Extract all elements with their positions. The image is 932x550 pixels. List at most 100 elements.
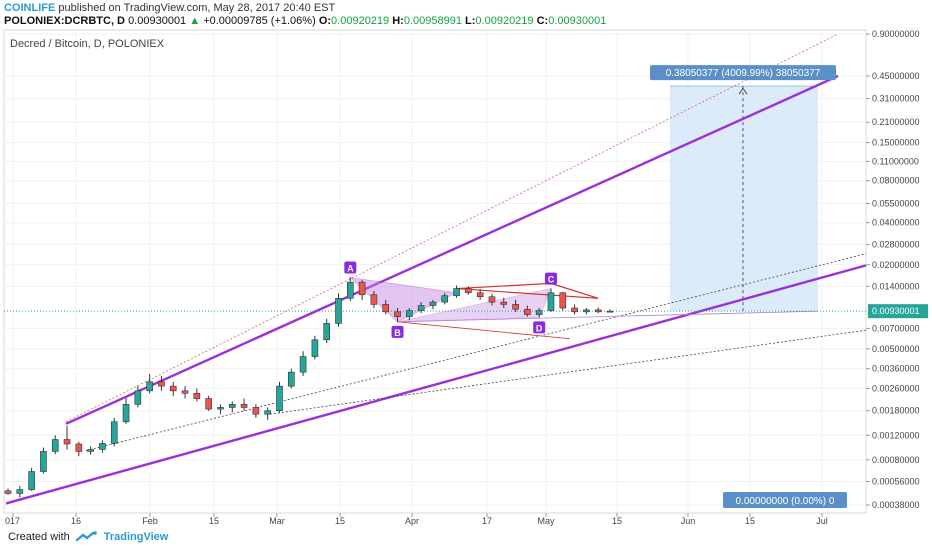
red-pattern-outline bbox=[456, 282, 599, 299]
candle-body bbox=[134, 390, 142, 405]
candle bbox=[193, 388, 201, 402]
pattern-triangle-bcd bbox=[397, 288, 552, 323]
candle-body bbox=[110, 421, 118, 444]
candle-body bbox=[358, 281, 366, 296]
y-tick-label: 0.00056000 bbox=[872, 476, 920, 486]
candle bbox=[347, 277, 354, 301]
candle bbox=[406, 307, 413, 321]
x-tick-label: Apr bbox=[405, 516, 419, 526]
pattern-extension-line bbox=[397, 310, 819, 323]
target-arrow-icon bbox=[738, 87, 748, 95]
pattern-point-label: D bbox=[536, 323, 543, 333]
candle-body bbox=[75, 443, 83, 452]
candle bbox=[99, 440, 106, 453]
x-tick-label: 15 bbox=[335, 516, 345, 526]
candle bbox=[228, 401, 236, 413]
pattern-point-badge bbox=[544, 272, 557, 285]
change-value: +0.00009785 (+1.06%) bbox=[203, 15, 316, 27]
candle bbox=[583, 307, 590, 315]
candle bbox=[40, 447, 47, 474]
candle-body bbox=[488, 296, 496, 303]
stop-label-text: 0.00000000 (0.00%) 0 bbox=[736, 496, 835, 507]
stop-label: 0.00000000 (0.00%) 0 bbox=[723, 492, 847, 508]
y-tick-label: 0.21000000 bbox=[872, 117, 920, 127]
stop-label-bg bbox=[723, 492, 847, 508]
candle-body bbox=[205, 398, 212, 410]
candle-body bbox=[169, 385, 177, 392]
open-value: 0.00920219 bbox=[331, 15, 390, 27]
upper-trendline bbox=[65, 74, 839, 425]
y-tick-label: 0.31000000 bbox=[872, 94, 920, 104]
candle-body bbox=[217, 407, 224, 410]
candle bbox=[335, 293, 342, 327]
y-tick-label: 0.90000000 bbox=[872, 29, 920, 39]
candle bbox=[547, 288, 555, 312]
candle bbox=[169, 381, 177, 396]
author-link[interactable]: COINLIFE bbox=[4, 2, 56, 14]
y-tick-label: 0.00700000 bbox=[872, 323, 920, 333]
close-label: C: bbox=[536, 15, 549, 27]
tradingview-brand[interactable]: TradingView bbox=[103, 531, 169, 543]
candle bbox=[287, 368, 295, 389]
candle-body bbox=[547, 292, 555, 311]
y-tick-label: 0.00360000 bbox=[872, 364, 920, 374]
target-label-text: 0.38050377 (4009.99%) 38050377 bbox=[666, 68, 821, 79]
candle bbox=[535, 307, 543, 318]
y-tick-label: 0.00120000 bbox=[872, 430, 920, 440]
price-chart[interactable]: A B C D 0.38050377 (4009.99%) 38050377 0.0000… bbox=[0, 28, 932, 528]
candle bbox=[75, 441, 83, 457]
candle-body bbox=[287, 371, 295, 387]
candle bbox=[358, 280, 366, 300]
pattern-point-label: A bbox=[347, 264, 354, 274]
candle bbox=[465, 286, 472, 295]
candle-body bbox=[193, 392, 201, 399]
y-tick-label: 0.00180000 bbox=[872, 406, 920, 416]
candle bbox=[63, 425, 71, 450]
y-tick-label: 0.00260000 bbox=[872, 383, 920, 393]
candle bbox=[382, 299, 390, 315]
x-tick-label: Jul bbox=[816, 516, 828, 526]
candle-body bbox=[429, 301, 437, 306]
chart-title: Decred / Bitcoin, D, POLONIEX bbox=[10, 38, 165, 50]
candle-body bbox=[535, 310, 543, 315]
candle bbox=[559, 291, 567, 311]
candle-body bbox=[512, 304, 519, 310]
candle bbox=[146, 373, 153, 394]
candle-body bbox=[299, 356, 307, 373]
candle-body bbox=[441, 295, 449, 303]
candle bbox=[571, 304, 578, 315]
y-tick-label: 0.08000000 bbox=[872, 176, 920, 186]
y-tick-label: 0.00038000 bbox=[872, 500, 920, 510]
candle bbox=[16, 485, 24, 498]
publish-line: COINLIFE published on TradingView.com, M… bbox=[4, 2, 335, 14]
candle bbox=[217, 404, 224, 415]
pattern-point-label: B bbox=[394, 328, 401, 338]
last-price: 0.00930001 bbox=[128, 15, 187, 27]
candle-body bbox=[16, 489, 24, 494]
candle bbox=[500, 297, 508, 308]
x-tick-label: 15 bbox=[209, 516, 219, 526]
high-value: 0.00958991 bbox=[403, 15, 462, 27]
ohlc-line: POLONIEX:DCRBTC, D 0.00930001 ▲ +0.00009… bbox=[4, 15, 606, 27]
candle bbox=[28, 467, 35, 491]
y-tick-label: 0.00080000 bbox=[872, 455, 920, 465]
candle bbox=[134, 386, 142, 408]
created-with-label: Created with bbox=[8, 531, 70, 543]
candle bbox=[122, 398, 130, 424]
pattern-point-badge bbox=[533, 321, 546, 334]
candle bbox=[512, 299, 519, 312]
candle bbox=[429, 299, 437, 310]
x-tick-label: Mar bbox=[269, 516, 285, 526]
y-tick-label: 0.00500000 bbox=[872, 344, 920, 354]
candle-body bbox=[382, 304, 390, 313]
candle-body bbox=[51, 439, 59, 452]
high-label: H: bbox=[392, 15, 404, 27]
symbol-label: POLONIEX:DCRBTC, D bbox=[4, 15, 125, 27]
close-value: 0.00930001 bbox=[548, 15, 607, 27]
low-value: 0.00920219 bbox=[475, 15, 534, 27]
y-tick-label: 0.45000000 bbox=[872, 71, 920, 81]
pattern-point-badge bbox=[391, 325, 404, 338]
candle bbox=[453, 285, 460, 298]
candle-body bbox=[406, 310, 413, 317]
candle-body bbox=[228, 404, 236, 408]
